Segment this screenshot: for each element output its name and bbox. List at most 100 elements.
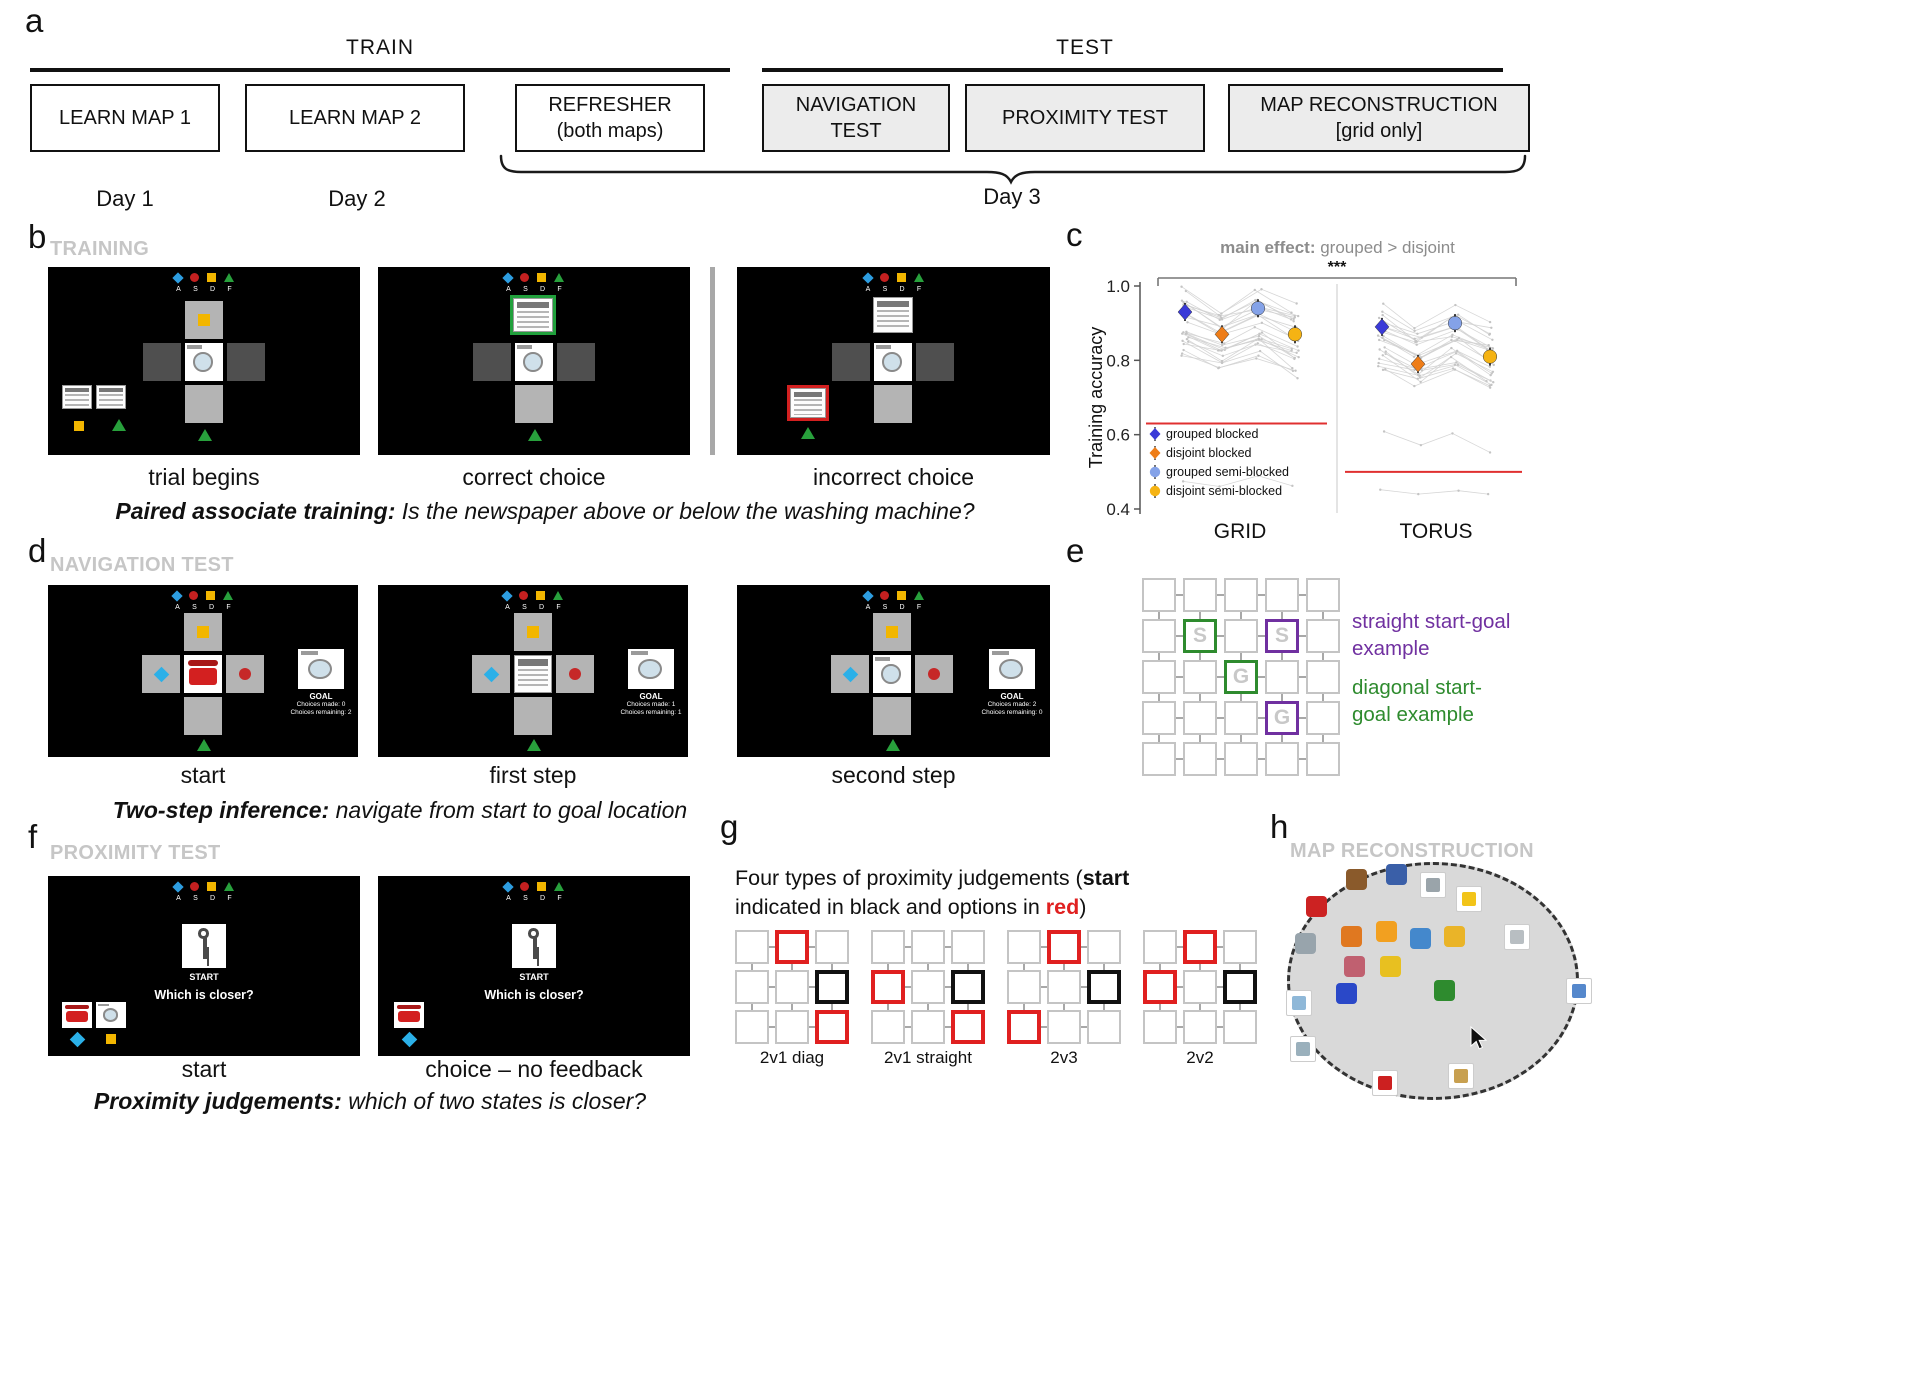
telephone-icon bbox=[62, 1002, 92, 1028]
map-cell-left bbox=[473, 343, 511, 381]
grid-cell bbox=[1142, 742, 1176, 776]
goal-washing-machine-icon bbox=[989, 649, 1035, 689]
grid-cell bbox=[1087, 930, 1121, 964]
panel-divider bbox=[710, 267, 715, 455]
grid-cell bbox=[735, 930, 769, 964]
grid-cell bbox=[911, 970, 945, 1004]
grid-cell bbox=[1007, 930, 1041, 964]
day2-label: Day 2 bbox=[328, 186, 386, 211]
green-triangle-icon bbox=[197, 739, 211, 751]
circle-key-icon bbox=[520, 882, 529, 891]
map-cell-left bbox=[143, 343, 181, 381]
choices-made: Choices made: 0 bbox=[296, 701, 346, 708]
grid-cell bbox=[775, 970, 809, 1004]
key-letter: F bbox=[556, 604, 561, 611]
yellow-square-icon bbox=[527, 626, 539, 638]
panel-label-d: d bbox=[28, 532, 47, 569]
map-cell-right bbox=[226, 655, 264, 693]
map-cell-left bbox=[832, 343, 870, 381]
shot-caption: trial begins bbox=[148, 464, 260, 490]
telephone-icon bbox=[394, 1002, 424, 1028]
diamond-key-icon bbox=[171, 589, 183, 602]
square-key-icon bbox=[206, 591, 215, 600]
washing-machine-icon bbox=[185, 343, 223, 381]
key-letter: F bbox=[557, 895, 562, 902]
key-letter: A bbox=[865, 604, 871, 611]
key-letter: D bbox=[899, 286, 905, 293]
graduation-hat-icon bbox=[1306, 896, 1327, 917]
panel-label-g: g bbox=[720, 808, 739, 845]
proximity-grid-2v1-diag bbox=[735, 930, 849, 1044]
triangle-key-icon bbox=[913, 273, 924, 282]
newspaper-icon bbox=[514, 655, 552, 693]
navigation-shot-first-step: A S D F GOAL Choices made: 1 Choices remain… bbox=[378, 585, 688, 757]
grid-cell bbox=[1224, 578, 1258, 612]
test-rule bbox=[762, 68, 1503, 72]
green-triangle-icon bbox=[801, 427, 815, 439]
svg-text:0.6: 0.6 bbox=[1106, 426, 1130, 445]
box-item-icon bbox=[1448, 1063, 1474, 1089]
grid-cell bbox=[1306, 701, 1340, 735]
key-letter: S bbox=[193, 286, 198, 293]
grid-type-label: 2v1 diag bbox=[759, 1048, 825, 1067]
chart-title: main effect: grouped > disjoint bbox=[1220, 238, 1455, 257]
blocks-icon bbox=[1434, 980, 1455, 1001]
training-prompt: Paired associate training: Is the newspa… bbox=[115, 498, 975, 524]
red-circle-icon bbox=[928, 668, 940, 680]
grid-cell bbox=[1224, 701, 1258, 735]
circle-key-icon bbox=[519, 591, 528, 600]
day3-label: Day 3 bbox=[983, 184, 1041, 209]
cursor-icon bbox=[1470, 1026, 1488, 1050]
diamond-key-icon bbox=[502, 880, 514, 893]
navigation-prompt: Two-step inference: navigate from start … bbox=[112, 797, 688, 823]
key-letter: A bbox=[865, 286, 871, 293]
bottle-icon bbox=[1336, 983, 1357, 1004]
proximity-test-label: PROXIMITY TEST bbox=[1002, 107, 1168, 129]
grid-cell bbox=[1306, 578, 1340, 612]
square-key-icon bbox=[207, 273, 216, 282]
newspaper-icon bbox=[873, 297, 913, 333]
grid-cell bbox=[1047, 1010, 1081, 1044]
navigation-shot-start: A S D F GOAL Choices made: 0 Choices remain… bbox=[48, 585, 358, 757]
wrench-icon bbox=[1295, 933, 1316, 954]
newspaper-icon bbox=[62, 385, 92, 409]
yellow-square-icon bbox=[74, 421, 84, 431]
map-cell-right bbox=[915, 655, 953, 693]
diagonal-example-legend: diagonal start-goal example bbox=[1352, 676, 1482, 726]
lamp-icon bbox=[1456, 886, 1482, 912]
map-reconstruction-label-line2: [grid only] bbox=[1335, 120, 1423, 142]
grid-cell bbox=[1224, 619, 1258, 653]
circle-key-icon bbox=[190, 882, 199, 891]
map-cell-left bbox=[142, 655, 180, 693]
diamond-key-icon bbox=[172, 880, 184, 893]
grid-cell bbox=[1183, 930, 1217, 964]
square-key-icon bbox=[896, 273, 906, 282]
map-cell-below bbox=[874, 385, 912, 423]
learn-map-2-box: LEARN MAP 2 bbox=[245, 84, 465, 152]
test-phase-header: TEST bbox=[1056, 36, 1114, 59]
refresher-label-line1: REFRESHER bbox=[548, 94, 672, 116]
cabinet-icon bbox=[1386, 864, 1407, 885]
map-cell-below bbox=[515, 385, 553, 423]
grid-cell bbox=[1265, 660, 1299, 694]
current-state-cell bbox=[873, 655, 911, 693]
key-letter: S bbox=[523, 286, 528, 293]
shot-caption: second step bbox=[831, 762, 956, 788]
circle-key-icon bbox=[190, 273, 199, 282]
chosen-object-frame bbox=[873, 297, 913, 333]
key-letter: D bbox=[209, 895, 216, 902]
table-icon bbox=[1346, 869, 1367, 890]
svg-text:grouped semi-blocked: grouped semi-blocked bbox=[1166, 465, 1289, 479]
key-letter: D bbox=[538, 604, 545, 611]
svg-text:TORUS: TORUS bbox=[1399, 520, 1472, 543]
shot-caption: start bbox=[180, 762, 226, 788]
bathtub-icon bbox=[1286, 990, 1312, 1016]
basket-icon bbox=[1444, 926, 1465, 947]
diamond-key-icon bbox=[502, 271, 514, 284]
refresher-box: REFRESHER (both maps) bbox=[515, 84, 705, 152]
key-object-icon bbox=[512, 924, 556, 968]
